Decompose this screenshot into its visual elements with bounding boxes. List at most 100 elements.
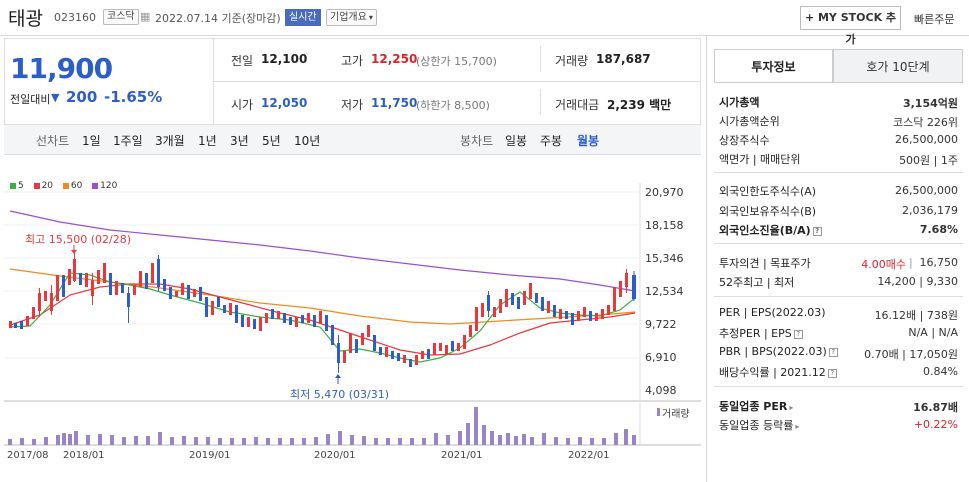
y-tick-7: 4,098	[645, 384, 677, 397]
period-3y[interactable]: 3년	[230, 134, 249, 148]
chart-legend: 5 20 60 120	[10, 177, 210, 191]
est-per-value: N/A | N/A	[908, 326, 958, 339]
target-price: 16,750	[919, 256, 959, 269]
y-tick-3: 15,346	[645, 252, 684, 265]
low-label: 저가	[341, 98, 364, 112]
per-value: 16.12배 | 738원	[874, 309, 958, 322]
period-3m[interactable]: 3개월	[155, 134, 185, 148]
my-stock-add-button[interactable]: + MY STOCK 추가	[800, 6, 901, 46]
period-1w[interactable]: 1주일	[113, 134, 143, 148]
x-tick-2: 2018/01	[63, 450, 105, 461]
tab-investment-info[interactable]: 투자정보	[714, 49, 833, 83]
x-tick-4: 2020/01	[314, 450, 356, 461]
x-tick-1: 2017/08	[7, 450, 49, 461]
prev-close-label: 전일	[231, 54, 254, 68]
listed-shares-label: 상장주식수	[719, 134, 770, 147]
y-tick-4: 12,534	[645, 285, 684, 298]
pbr-value: 0.70배 | 17,050원	[864, 348, 958, 361]
industry-rate-value: +0.22%	[913, 418, 958, 431]
foreign-ratio-label: 외국인소진율(B/A)?	[719, 222, 822, 238]
candle-daily[interactable]: 일봉	[505, 134, 528, 148]
high-annotation: 최고 15,500 (02/28)	[25, 233, 132, 246]
period-10y[interactable]: 10년	[294, 134, 321, 148]
legend-ma60: 60	[62, 181, 82, 191]
chevron-right-icon: ▸	[795, 422, 800, 431]
y-tick-6: 6,910	[645, 351, 677, 364]
x-tick-5: 2021/01	[441, 450, 483, 461]
y-tick-1: 20,970	[645, 186, 684, 199]
foreign-holding-label: 외국인보유주식수(B)	[719, 205, 817, 218]
current-price: 11,900	[10, 52, 113, 85]
open-value: 12,050	[261, 96, 308, 110]
lower-limit: (하한가 8,500)	[416, 99, 490, 112]
opinion-value: 4.00매수	[861, 258, 906, 271]
per-label: PER | EPS(2022.03)	[719, 306, 826, 319]
prev-close-value: 12,100	[261, 52, 308, 66]
high-label: 고가	[341, 54, 364, 68]
candle-weekly[interactable]: 주봉	[540, 134, 563, 148]
w52-value: 14,200 | 9,330	[877, 275, 958, 288]
chevron-down-icon: ▾	[368, 13, 373, 22]
help-icon[interactable]: ?	[793, 329, 803, 339]
chart-toolbar: 선차트 1일 1주일 3개월 1년 3년 5년 10년 봉차트 일봉 주봉 월봉	[4, 124, 701, 155]
realtime-button[interactable]: 실시간	[285, 9, 321, 26]
industry-per-value: 16.87배	[913, 401, 958, 414]
market-cap-rank-label: 시가총액순위	[719, 115, 780, 128]
stock-code: 023160	[54, 11, 96, 24]
line-chart-label: 선차트	[36, 134, 70, 148]
stock-header: 태광 023160 코스닥 ▦ 2022.07.14 기준(장마감) 실시간 기…	[0, 0, 969, 46]
volume-value: 187,687	[596, 52, 651, 66]
amount-value: 2,239 백만	[607, 98, 672, 112]
opinion-label: 투자의견 | 목표주가	[719, 257, 811, 270]
period-5y[interactable]: 5년	[262, 134, 281, 148]
company-info-button[interactable]: 기업개요 ▾	[326, 9, 377, 26]
industry-rate-label[interactable]: 동일업종 등락률 ▸	[719, 419, 800, 432]
amount-label: 거래대금	[555, 98, 600, 112]
legend-ma20: 20	[33, 181, 53, 191]
market-cap-rank-value: 코스닥 226위	[893, 116, 958, 129]
help-icon[interactable]: ?	[828, 347, 838, 357]
low-value: 11,750	[371, 96, 418, 110]
price-chart	[4, 183, 701, 446]
market-badge: 코스닥	[103, 9, 139, 25]
legend-ma5: 5	[10, 181, 24, 191]
listed-shares-value: 26,500,000	[895, 133, 958, 146]
par-value-label: 액면가 | 매매단위	[719, 153, 801, 166]
industry-per-label[interactable]: 동일업종 PER ▸	[719, 400, 794, 413]
par-value-value: 500원 | 1주	[899, 154, 958, 167]
investment-panel	[706, 36, 969, 482]
x-tick-3: 2019/01	[189, 450, 231, 461]
est-per-label: 추정PER | EPS?	[719, 325, 803, 341]
dividend-value: 0.84%	[923, 365, 958, 378]
open-label: 시가	[231, 98, 254, 112]
foreign-limit-value: 26,500,000	[895, 184, 958, 197]
price-change-pct: -1.65%	[104, 88, 163, 106]
candle-monthly[interactable]: 월봉	[577, 134, 600, 148]
market-cap-label: 시가총액	[719, 96, 760, 109]
w52-label: 52주최고 | 최저	[719, 276, 795, 289]
volume-label: 거래량	[555, 54, 589, 68]
foreign-ratio-value: 7.68%	[919, 223, 958, 236]
quick-order-button[interactable]: 빠른주문	[914, 13, 955, 26]
foreign-limit-label: 외국인한도주식수(A)	[719, 185, 817, 198]
volume-legend: 거래량	[662, 409, 690, 420]
candle-chart-label: 봉차트	[460, 134, 494, 148]
low-annotation: 최저 5,470 (03/31)	[290, 388, 390, 401]
dividend-label: 배당수익률 | 2021.12?	[719, 364, 837, 380]
period-1d[interactable]: 1일	[82, 134, 101, 148]
foreign-holding-value: 2,036,179	[902, 204, 958, 217]
high-value: 12,250	[371, 52, 418, 66]
legend-ma120: 120	[92, 181, 117, 191]
period-1y[interactable]: 1년	[198, 134, 217, 148]
help-icon[interactable]: ?	[827, 368, 837, 378]
down-arrow-icon: ▼	[51, 91, 60, 104]
calendar-icon: ▦	[140, 10, 151, 23]
chevron-right-icon: ▸	[789, 403, 794, 412]
y-tick-2: 18,158	[645, 219, 684, 232]
price-change: 200	[66, 88, 98, 106]
help-icon[interactable]: ?	[812, 226, 822, 236]
pbr-label: PBR | BPS(2022.03)?	[719, 345, 838, 358]
upper-limit: (상한가 15,700)	[416, 55, 497, 68]
tab-quote-10[interactable]: 호가 10단계	[833, 49, 963, 83]
base-date: 2022.07.14 기준(장마감)	[155, 12, 281, 25]
